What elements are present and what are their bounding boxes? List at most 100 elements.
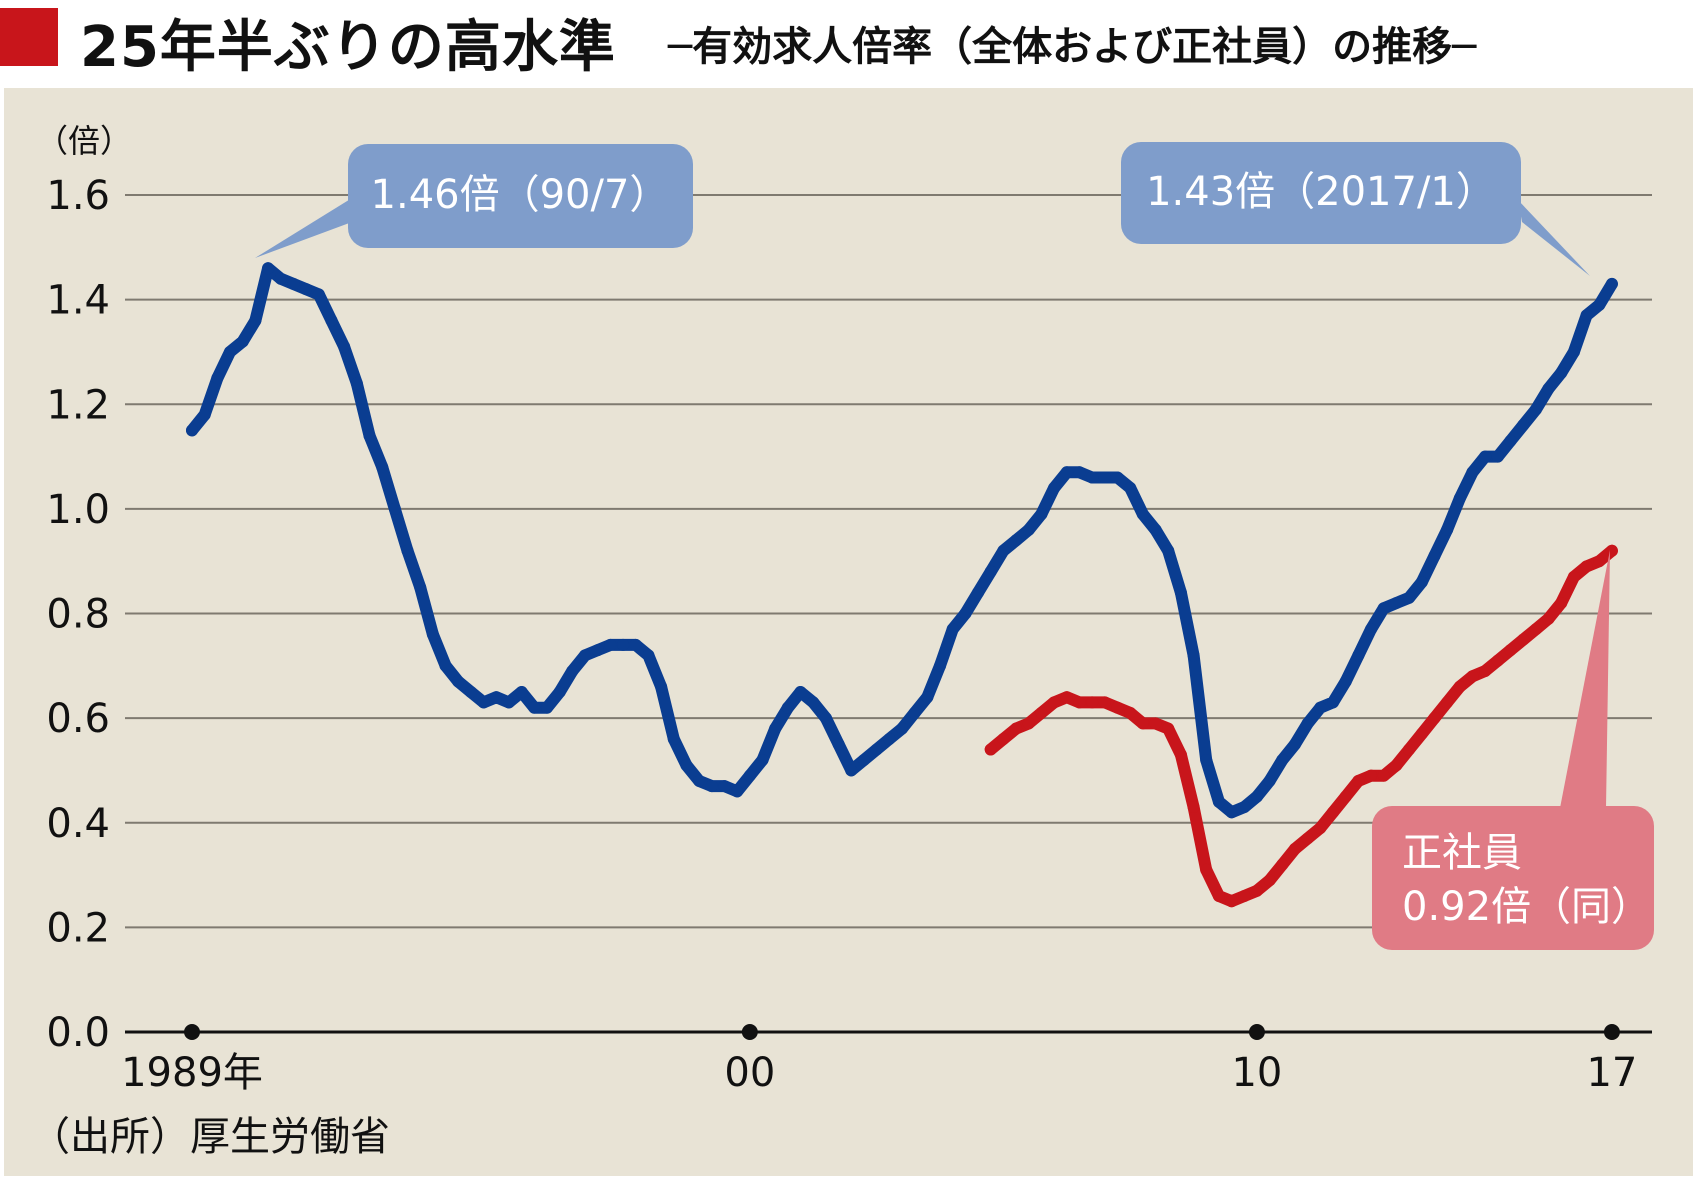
data-point-all — [1022, 523, 1035, 536]
data-point-all — [1580, 309, 1593, 322]
x-axis-ticks: 1989年 00 10 17 — [121, 1024, 1637, 1096]
data-point-all — [1073, 466, 1086, 479]
data-point-regular — [1352, 774, 1365, 787]
data-point-all — [300, 283, 313, 296]
data-point-regular — [1010, 722, 1023, 735]
data-point-all — [1098, 471, 1111, 484]
data-point-regular — [1504, 644, 1517, 657]
data-point-all — [312, 288, 325, 301]
data-point-all — [617, 638, 630, 651]
callout-text-1990: 1.46倍（90/7） — [371, 172, 670, 218]
data-point-regular — [1415, 727, 1428, 740]
data-point-all — [502, 696, 515, 709]
data-point-regular — [1225, 895, 1238, 908]
data-point-regular — [1098, 696, 1111, 709]
data-point-all — [895, 722, 908, 735]
data-point-all — [515, 685, 528, 698]
data-point-all — [1060, 466, 1073, 479]
data-point-all — [1111, 471, 1124, 484]
y-tick-label: 0.8 — [46, 592, 110, 638]
data-point-regular — [1035, 706, 1048, 719]
data-point-all — [262, 262, 275, 275]
data-point-all — [1377, 602, 1390, 615]
data-point-all — [1555, 366, 1568, 379]
chart-subtitle: ─有効求人倍率（全体および正社員）の推移─ — [668, 24, 1477, 70]
data-point-all — [1225, 806, 1238, 819]
x-tick-dot — [1603, 1024, 1620, 1040]
data-point-regular — [1060, 691, 1073, 704]
data-point-regular — [1390, 759, 1403, 772]
data-point-all — [287, 277, 300, 290]
data-point-all — [540, 701, 553, 714]
data-point-all — [1403, 591, 1416, 604]
data-point-regular — [1403, 743, 1416, 756]
data-point-all — [1263, 774, 1276, 787]
data-point-all — [452, 675, 465, 688]
data-point-all — [1542, 382, 1555, 395]
data-point-all — [1238, 801, 1251, 814]
data-point-all — [401, 544, 414, 557]
data-point-regular — [1238, 889, 1251, 902]
data-point-all — [1250, 790, 1263, 803]
data-point-all — [857, 753, 870, 766]
data-point-all — [579, 649, 592, 662]
data-point-all — [1301, 717, 1314, 730]
data-point-all — [1605, 277, 1618, 290]
data-point-regular — [1567, 570, 1580, 583]
y-tick-label: 0.4 — [46, 801, 110, 847]
callout-text-2017: 1.43倍（2017/1） — [1146, 169, 1496, 215]
data-point-all — [908, 706, 921, 719]
title-bar: 25年半ぶりの高水準 ─有効求人倍率（全体および正社員）の推移─ — [0, 0, 1697, 86]
data-point-regular — [1466, 670, 1479, 683]
y-tick-label: 1.4 — [46, 278, 110, 324]
data-point-all — [591, 644, 604, 657]
data-point-all — [769, 722, 782, 735]
data-point-all — [426, 628, 439, 641]
callout-peak-1990: 1.46倍（90/7） — [255, 144, 693, 258]
data-point-all — [338, 340, 351, 353]
data-point-all — [464, 685, 477, 698]
data-point-all — [477, 696, 490, 709]
data-point-all — [984, 565, 997, 578]
data-point-regular — [1276, 858, 1289, 871]
data-point-regular — [1339, 790, 1352, 803]
data-point-all — [249, 314, 262, 327]
data-point-all — [1529, 403, 1542, 416]
data-point-regular — [1111, 701, 1124, 714]
data-point-all — [376, 461, 389, 474]
data-point-all — [997, 544, 1010, 557]
y-tick-label: 1.2 — [46, 382, 110, 428]
x-tick-dot — [184, 1024, 200, 1040]
data-point-regular — [1365, 769, 1378, 782]
callout-peak-2017: 1.43倍（2017/1） — [1121, 142, 1590, 276]
data-point-regular — [1555, 597, 1568, 610]
data-point-regular — [1136, 717, 1149, 730]
data-point-all — [1479, 450, 1492, 463]
plot-background — [4, 88, 1693, 1176]
data-point-all — [224, 345, 237, 358]
x-tick-dot — [1248, 1024, 1265, 1040]
data-point-all — [832, 738, 845, 751]
data-point-all — [1441, 523, 1454, 536]
data-point-regular — [1580, 560, 1593, 573]
data-point-all — [490, 691, 503, 704]
data-point-regular — [1529, 623, 1542, 636]
data-point-all — [1390, 597, 1403, 610]
data-point-all — [325, 314, 338, 327]
data-point-all — [211, 372, 224, 385]
data-point-all — [1200, 753, 1213, 766]
data-point-all — [274, 272, 287, 285]
data-point-regular — [1263, 874, 1276, 887]
callout-pointer-regular — [1560, 550, 1610, 808]
data-point-regular — [997, 733, 1010, 746]
data-point-all — [1212, 795, 1225, 808]
data-point-regular — [1187, 801, 1200, 814]
data-point-regular — [1174, 748, 1187, 761]
data-point-all — [731, 785, 744, 798]
callout-text-regular-value: 0.92倍（同） — [1402, 884, 1651, 930]
y-tick-label: 0.6 — [46, 696, 110, 742]
data-point-regular — [1453, 680, 1466, 693]
data-point-all — [1593, 298, 1606, 311]
title-marker — [0, 8, 58, 66]
